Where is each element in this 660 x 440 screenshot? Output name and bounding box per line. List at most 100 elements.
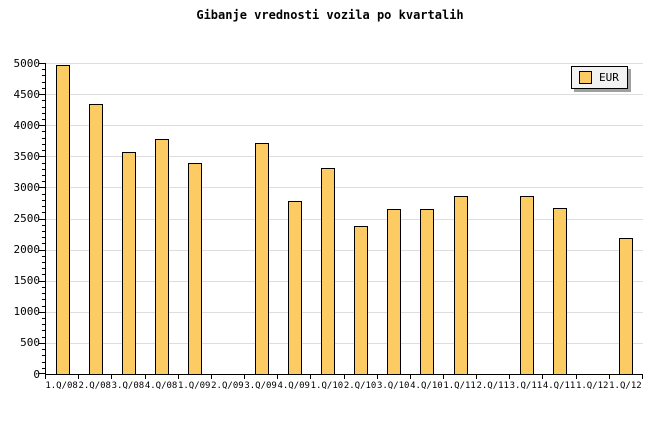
gridline xyxy=(46,63,643,64)
y-axis-minor-tick xyxy=(42,255,45,257)
x-axis-tick xyxy=(45,375,46,379)
y-axis-minor-tick xyxy=(42,81,45,83)
y-axis-minor-tick xyxy=(42,193,45,195)
y-axis-minor-tick xyxy=(42,355,45,357)
x-axis-label: 3.Q/10 xyxy=(376,381,410,391)
x-axis-tick xyxy=(310,375,311,379)
legend-swatch-icon xyxy=(579,71,592,84)
y-axis-minor-tick xyxy=(42,286,45,288)
bar-1.Q/10 xyxy=(320,167,335,374)
x-axis-tick xyxy=(642,375,643,379)
gridline xyxy=(46,125,643,127)
bar-3.Q/08 xyxy=(121,151,136,374)
y-axis-minor-tick xyxy=(42,131,45,133)
bar-2.Q/08 xyxy=(88,104,103,374)
x-axis-label: 3.Q/11 xyxy=(509,381,543,391)
x-axis-tick xyxy=(244,375,245,379)
x-axis-tick xyxy=(145,375,146,379)
y-axis-label: 3000 xyxy=(13,180,41,194)
y-axis-label: 0 xyxy=(33,367,40,381)
y-axis-minor-tick xyxy=(42,181,45,183)
y-axis-minor-tick xyxy=(42,106,45,108)
y-axis-major-tick xyxy=(39,342,45,344)
y-axis-minor-tick xyxy=(42,293,45,295)
legend: EUR xyxy=(571,66,628,89)
x-axis-tick xyxy=(576,375,577,379)
x-axis-tick xyxy=(377,375,378,379)
x-axis-label: 2.Q/08 xyxy=(78,381,111,391)
y-axis-minor-tick xyxy=(42,75,45,77)
x-axis-label: 4.Q/11 xyxy=(542,381,576,391)
y-axis-major-tick xyxy=(39,280,45,282)
y-axis-minor-tick xyxy=(42,118,45,120)
y-axis-minor-tick xyxy=(42,100,45,102)
bar-1.Q/08 xyxy=(55,65,70,374)
y-axis-label: 500 xyxy=(20,336,40,350)
plot-area xyxy=(45,63,643,375)
bar-3.Q/09 xyxy=(254,142,269,374)
y-axis-minor-tick xyxy=(42,150,45,152)
y-axis-minor-tick xyxy=(42,305,45,307)
gridline xyxy=(46,187,643,189)
y-axis-minor-tick xyxy=(42,224,45,226)
gridline xyxy=(46,280,643,282)
x-axis-tick xyxy=(211,375,212,379)
y-axis-minor-tick xyxy=(42,212,45,214)
x-axis-label: 4.Q/09 xyxy=(277,381,310,391)
legend-label: EUR xyxy=(599,71,619,84)
x-axis-label: 1.Q/10 xyxy=(310,381,344,391)
x-axis-tick xyxy=(476,375,477,379)
y-axis-major-tick xyxy=(39,187,45,189)
y-axis-major-tick xyxy=(39,311,45,313)
x-axis-tick xyxy=(277,375,278,379)
x-axis-label: 1.Q/11 xyxy=(443,381,476,391)
y-axis-minor-tick xyxy=(42,112,45,114)
bar-3.Q/10 xyxy=(387,208,402,374)
x-axis-tick xyxy=(78,375,79,379)
y-axis-minor-tick xyxy=(42,361,45,363)
x-axis-label: 4.Q/10 xyxy=(410,381,443,391)
x-axis-tick xyxy=(410,375,411,379)
y-axis-minor-tick xyxy=(42,262,45,264)
gridline xyxy=(46,156,643,158)
chart-title: Gibanje vrednosti vozila po kvartalih xyxy=(196,8,464,22)
y-axis-label: 1500 xyxy=(13,274,41,288)
x-axis-label: 2.Q/10 xyxy=(343,381,377,391)
y-axis-minor-tick xyxy=(42,137,45,139)
bar-2.Q/10 xyxy=(354,225,369,374)
y-axis-label: 2500 xyxy=(13,212,41,225)
gridline xyxy=(46,342,643,344)
x-axis-label: 1.Q/12 xyxy=(609,381,642,391)
y-axis-minor-tick xyxy=(42,243,45,245)
y-axis-minor-tick xyxy=(42,162,45,164)
y-axis-label: 2000 xyxy=(13,243,41,257)
y-axis-minor-tick xyxy=(42,274,45,276)
y-axis-minor-tick xyxy=(42,349,45,351)
gridline xyxy=(46,218,643,220)
y-axis-major-tick xyxy=(39,125,45,127)
bar-4.Q/11 xyxy=(553,208,568,374)
y-axis-minor-tick xyxy=(42,299,45,301)
y-axis-minor-tick xyxy=(42,143,45,145)
y-axis-label: 5000 xyxy=(13,56,41,70)
x-axis-label: 1.Q/08 xyxy=(45,381,78,391)
y-axis-minor-tick xyxy=(42,174,45,176)
x-axis-tick xyxy=(111,375,112,379)
x-axis-tick xyxy=(178,375,179,379)
y-axis-minor-tick xyxy=(42,324,45,326)
y-axis-minor-tick xyxy=(42,330,45,332)
x-axis-tick xyxy=(344,375,345,379)
x-axis-tick xyxy=(509,375,510,379)
y-axis-major-tick xyxy=(39,249,45,251)
gridline xyxy=(46,249,643,251)
x-axis-label: 4.Q/08 xyxy=(144,381,178,391)
y-axis-minor-tick xyxy=(42,268,45,270)
x-axis-tick xyxy=(542,375,543,379)
x-axis-label: 2.Q/09 xyxy=(211,381,244,391)
y-axis-label: 1000 xyxy=(13,305,41,319)
y-axis-major-tick xyxy=(39,63,45,64)
y-axis-minor-tick xyxy=(42,199,45,201)
bar-4.Q/08 xyxy=(155,138,170,374)
y-axis-minor-tick xyxy=(42,87,45,89)
